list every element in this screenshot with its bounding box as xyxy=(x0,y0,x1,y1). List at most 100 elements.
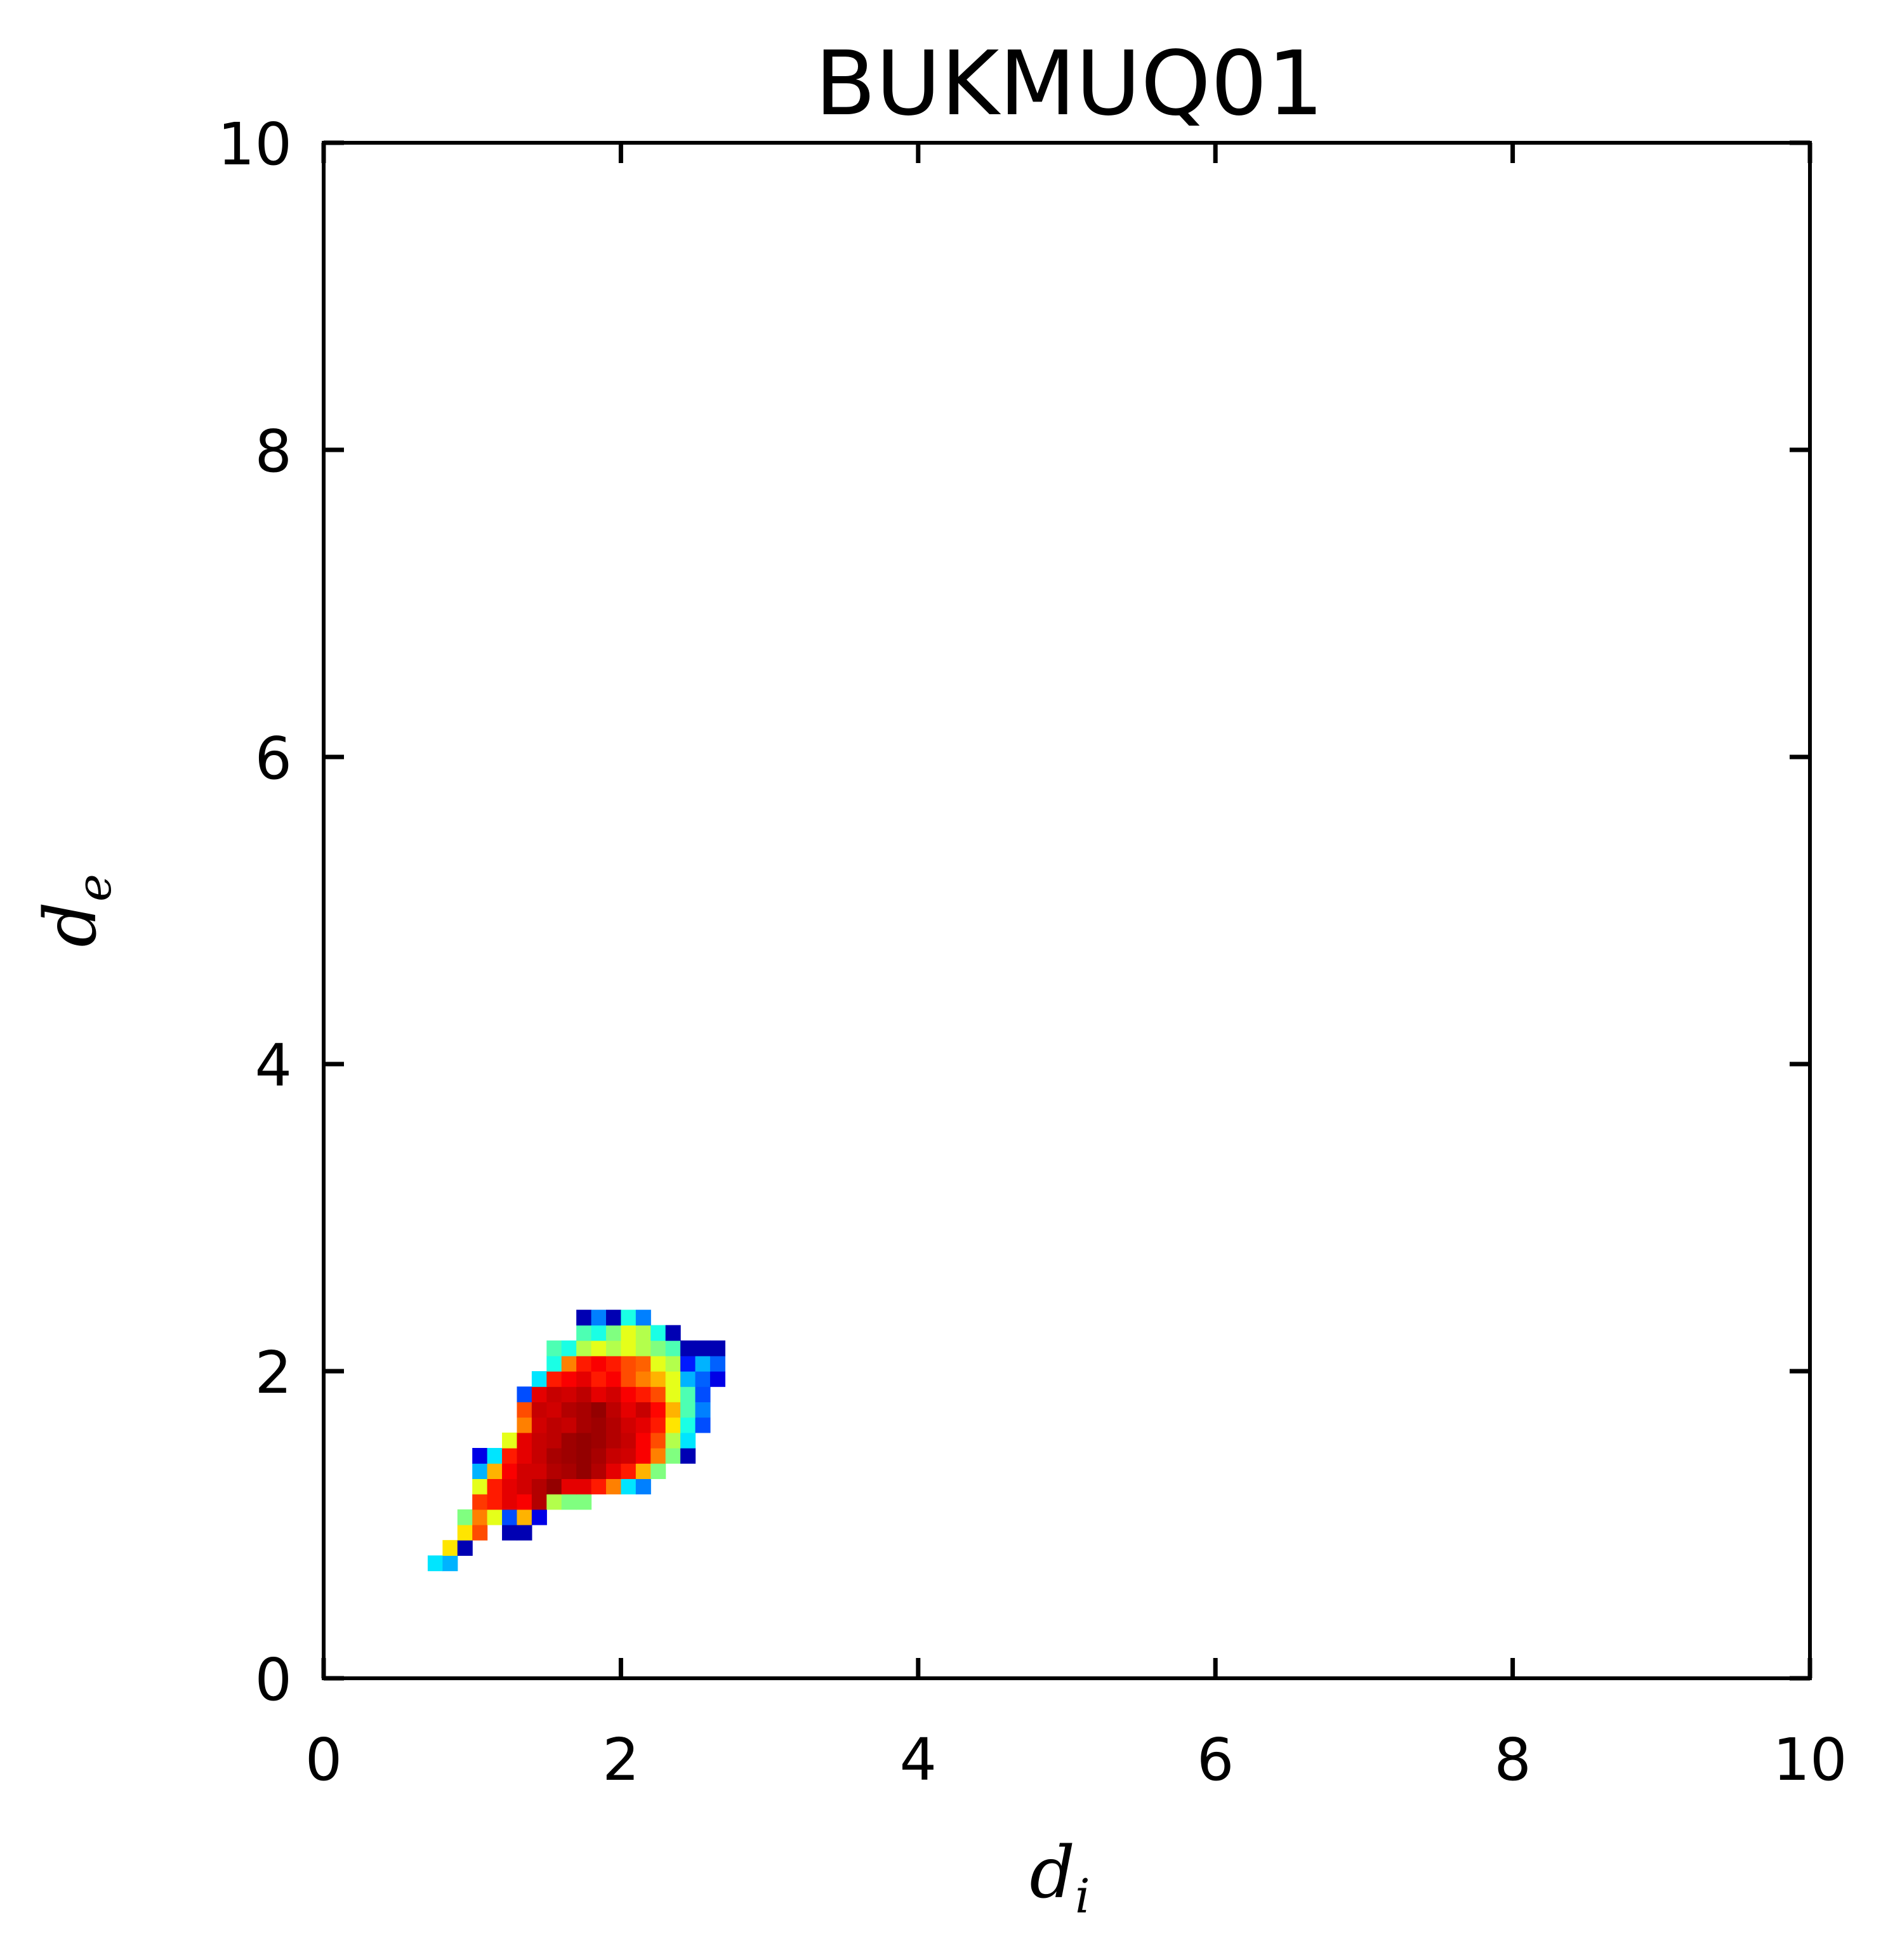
heatmap-cell xyxy=(561,1463,577,1479)
heatmap-cell xyxy=(517,1448,532,1464)
heatmap-cell xyxy=(621,1386,637,1402)
heatmap-cell xyxy=(472,1509,488,1525)
heatmap-cell xyxy=(680,1402,696,1418)
heatmap-cell xyxy=(635,1371,651,1387)
heatmap-cell xyxy=(650,1432,666,1449)
heatmap-cell xyxy=(561,1386,577,1402)
heatmap-cell xyxy=(605,1310,621,1325)
heatmap-cell xyxy=(487,1463,503,1479)
heatmap-cell xyxy=(621,1325,637,1341)
heatmap-cell xyxy=(605,1448,621,1464)
heatmap-cell xyxy=(487,1494,503,1510)
heatmap-cell xyxy=(621,1402,637,1418)
heatmap-cell xyxy=(621,1371,637,1387)
heatmap-cell xyxy=(605,1463,621,1479)
heatmap-cell xyxy=(650,1402,666,1418)
y-axis-label-sub: e xyxy=(67,874,122,902)
y-tick-label: 0 xyxy=(254,1646,292,1714)
heatmap-cell xyxy=(621,1448,637,1464)
heatmap-cell xyxy=(546,1463,562,1479)
heatmap-cell xyxy=(517,1509,532,1525)
heatmap-cell xyxy=(576,1386,592,1402)
heatmap-cell xyxy=(680,1355,696,1372)
y-tick-label: 6 xyxy=(254,725,292,793)
heatmap-cell xyxy=(502,1478,518,1495)
heatmap-cell xyxy=(710,1355,725,1372)
heatmap-cell xyxy=(576,1463,592,1479)
heatmap-cell xyxy=(531,1432,547,1449)
heatmap-cell xyxy=(561,1432,577,1449)
y-axis-label: de xyxy=(30,874,122,947)
heatmap-cell xyxy=(680,1371,696,1387)
heatmap-cell xyxy=(635,1417,651,1433)
heatmap-cell xyxy=(591,1355,607,1372)
heatmap-cell xyxy=(695,1417,711,1433)
heatmap-cell xyxy=(591,1340,607,1357)
heatmap-cell xyxy=(472,1478,488,1495)
x-axis-label: di xyxy=(1029,1832,1090,1924)
heatmap-cell xyxy=(621,1432,637,1449)
heatmap-cell xyxy=(502,1509,518,1525)
heatmap-cell xyxy=(665,1355,681,1372)
heatmap-cell xyxy=(561,1448,577,1464)
heatmap-cell xyxy=(591,1310,607,1325)
heatmap-cell xyxy=(546,1402,562,1418)
heatmap-cell xyxy=(591,1448,607,1464)
heatmap-cell xyxy=(635,1325,651,1341)
heatmap-cell xyxy=(650,1355,666,1372)
heatmap-cell xyxy=(650,1325,666,1341)
heatmap-cell xyxy=(591,1386,607,1402)
heatmap-cell xyxy=(531,1509,547,1525)
heatmap-cell xyxy=(546,1340,562,1357)
heatmap-cell xyxy=(621,1478,637,1495)
heatmap-cell xyxy=(591,1402,607,1418)
heatmap-cell xyxy=(665,1402,681,1418)
y-tick-label: 4 xyxy=(254,1032,292,1100)
heatmap-cell xyxy=(680,1386,696,1402)
heatmap-cell xyxy=(635,1478,651,1495)
heatmap-cell xyxy=(561,1417,577,1433)
heatmap-cell xyxy=(650,1386,666,1402)
x-tick-label: 0 xyxy=(305,1726,343,1794)
heatmap-cell xyxy=(635,1355,651,1372)
heatmap-cell xyxy=(605,1386,621,1402)
heatmap-cell xyxy=(576,1371,592,1387)
heatmap-cell xyxy=(546,1371,562,1387)
heatmap-cell xyxy=(665,1340,681,1357)
heatmap-cell xyxy=(502,1463,518,1479)
heatmap-cell xyxy=(665,1448,681,1464)
y-tick-label: 8 xyxy=(254,418,292,485)
heatmap-cell xyxy=(531,1463,547,1479)
heatmap-cell xyxy=(487,1478,503,1495)
heatmap-cell xyxy=(605,1371,621,1387)
heatmap-cell xyxy=(605,1402,621,1418)
heatmap-cell xyxy=(517,1494,532,1510)
heatmap-cell xyxy=(695,1340,711,1357)
heatmap-cell xyxy=(502,1432,518,1449)
heatmap-cell xyxy=(576,1402,592,1418)
heatmap-cell xyxy=(591,1478,607,1495)
heatmap-cell xyxy=(531,1371,547,1387)
heatmap-cell xyxy=(635,1402,651,1418)
heatmap-cell xyxy=(710,1340,725,1357)
heatmap-cell xyxy=(517,1525,532,1541)
heatmap-cell xyxy=(472,1463,488,1479)
heatmap-cell xyxy=(576,1310,592,1325)
heatmap-cell xyxy=(695,1386,711,1402)
heatmap-cell xyxy=(621,1417,637,1433)
heatmap-cell xyxy=(695,1371,711,1387)
heatmap-cell xyxy=(635,1340,651,1357)
heatmap-cell xyxy=(576,1340,592,1357)
heatmap-cell xyxy=(576,1355,592,1372)
chart-title: BUKMUQ01 xyxy=(815,32,1324,136)
heatmap-cell xyxy=(650,1448,666,1464)
heatmap-cell xyxy=(517,1432,532,1449)
heatmap-cell xyxy=(605,1325,621,1341)
heatmap-cell xyxy=(650,1463,666,1479)
heatmap-cell xyxy=(680,1432,696,1449)
x-tick-label: 8 xyxy=(1494,1726,1531,1794)
heatmap-cell xyxy=(427,1555,443,1572)
x-tick-label: 10 xyxy=(1772,1726,1847,1794)
heatmap-cell xyxy=(546,1448,562,1464)
heatmap-cell xyxy=(665,1432,681,1449)
